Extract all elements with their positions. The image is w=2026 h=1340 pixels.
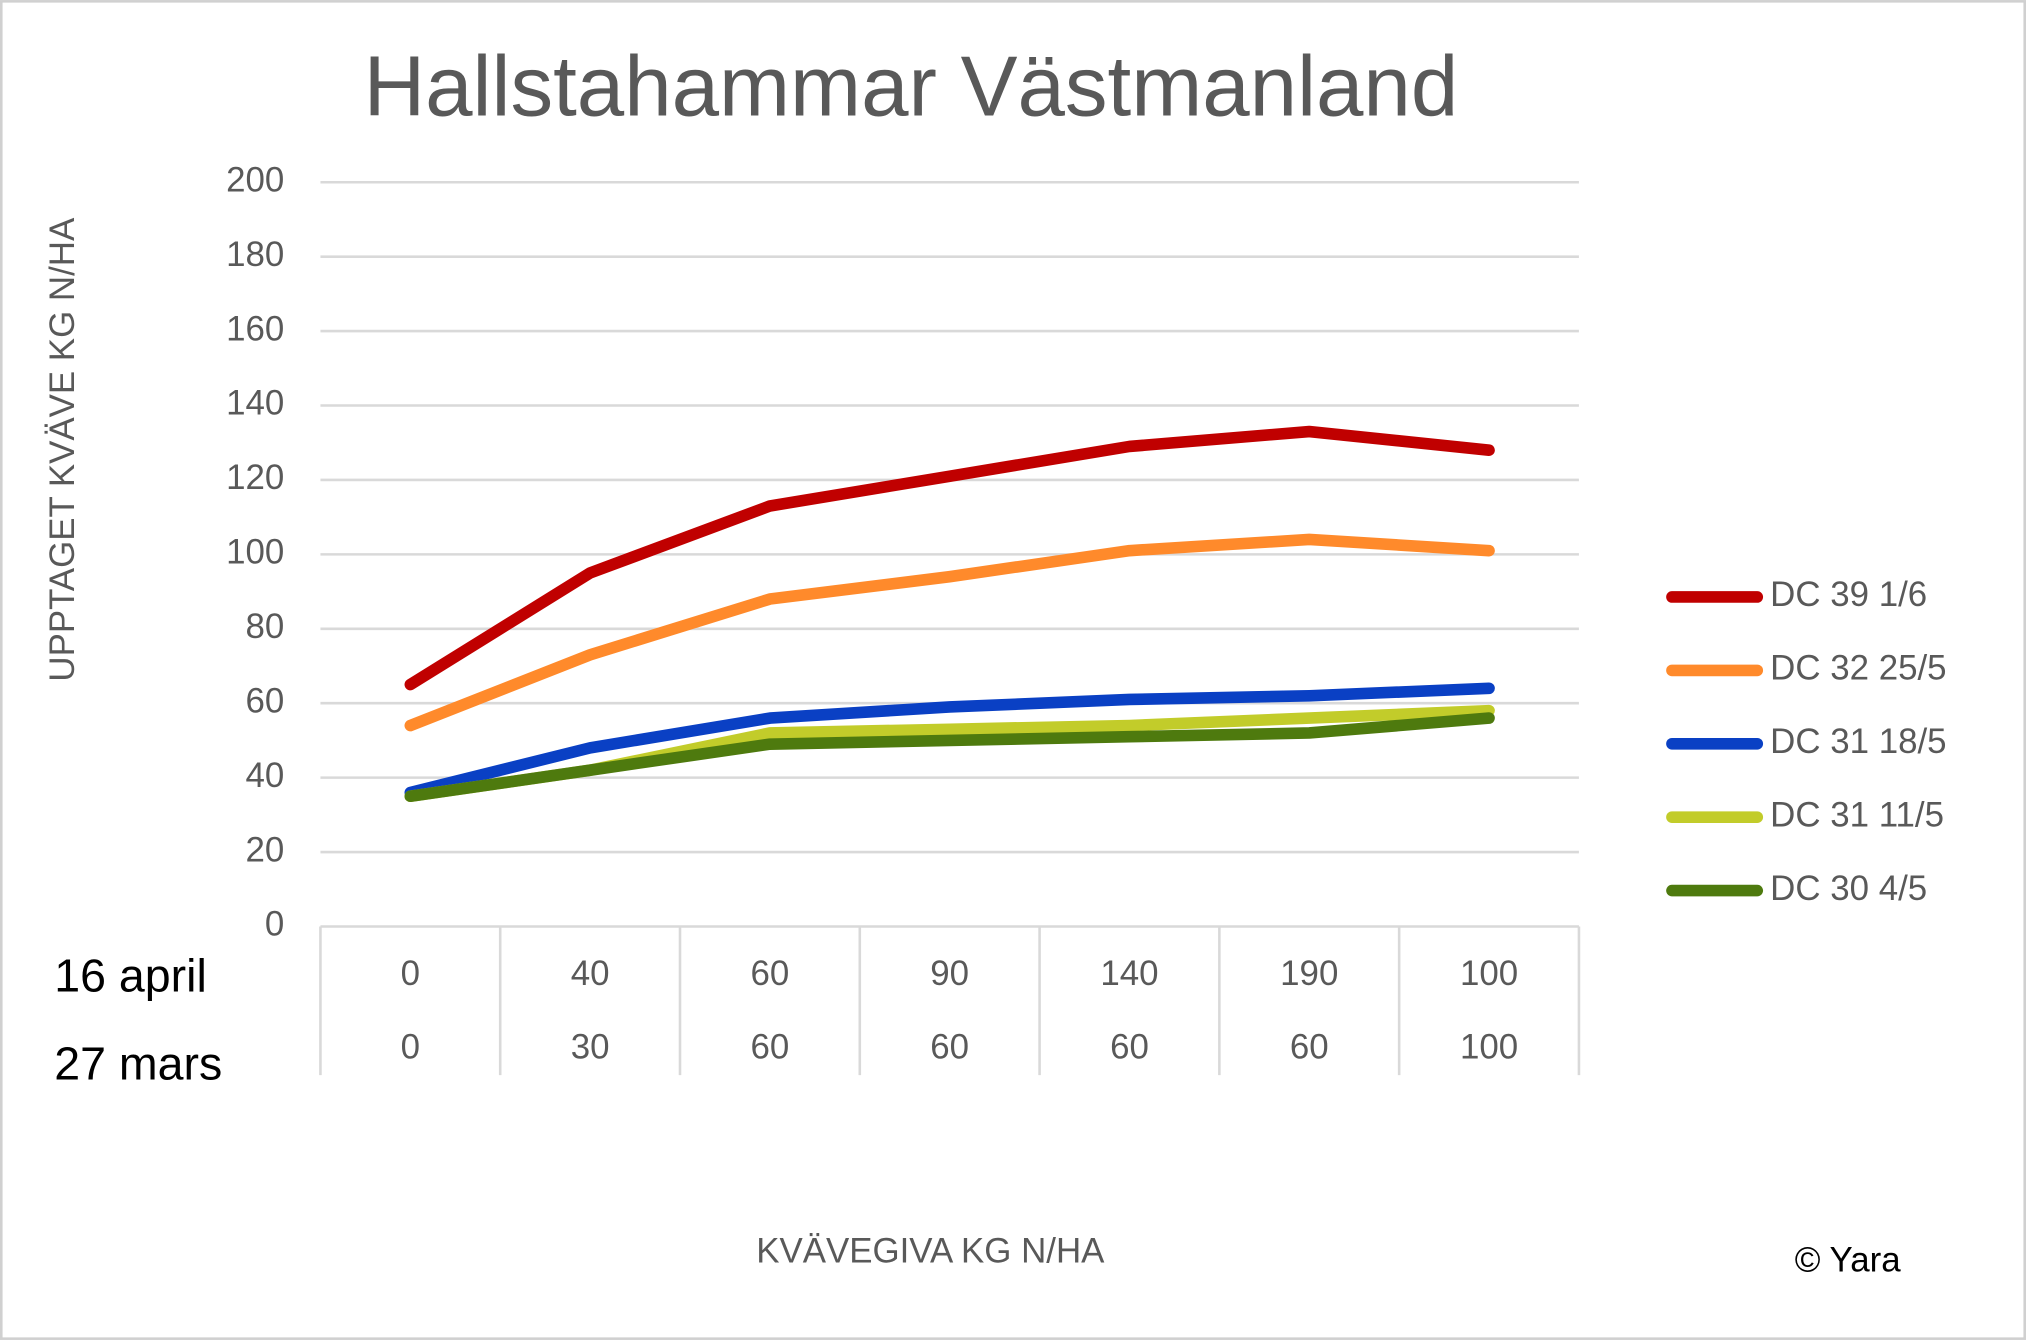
y-tick-label: 120 <box>226 458 284 497</box>
y-tick-label: 180 <box>226 235 284 274</box>
x-tick-label: 60 <box>1290 1027 1329 1066</box>
legend-label: DC 39 1/6 <box>1770 575 1927 614</box>
y-tick-label: 160 <box>226 309 284 348</box>
y-tick-label: 140 <box>226 384 284 423</box>
series-line <box>404 712 1495 803</box>
legend-label: DC 31 11/5 <box>1770 795 1944 834</box>
x-tick-label: 0 <box>401 1027 420 1066</box>
x-tick-label: 60 <box>751 954 790 993</box>
y-tick-label: 60 <box>245 681 284 720</box>
x-tick-label: 140 <box>1100 954 1158 993</box>
x-tick-label: 90 <box>930 954 969 993</box>
x-tick-label: 60 <box>1110 1027 1149 1066</box>
x-tick-label: 40 <box>571 954 610 993</box>
y-tick-label: 0 <box>265 905 284 944</box>
category-row-label: 16 april <box>54 950 207 1002</box>
x-axis-label: KVÄVEGIVA KG N/HA <box>756 1232 1105 1271</box>
x-tick-label: 60 <box>751 1027 790 1066</box>
legend-label: DC 31 18/5 <box>1770 722 1946 761</box>
y-tick-label: 80 <box>245 607 284 646</box>
legend-label: DC 30 4/5 <box>1770 869 1927 908</box>
x-tick-label: 0 <box>401 954 420 993</box>
x-tick-label: 100 <box>1460 1027 1518 1066</box>
y-tick-label: 100 <box>226 533 284 572</box>
x-tick-label: 190 <box>1280 954 1338 993</box>
series-line <box>404 533 1495 732</box>
y-tick-label: 20 <box>245 830 284 869</box>
category-row-label: 27 mars <box>54 1038 222 1090</box>
chart-title: Hallstahammar Västmanland <box>364 40 1459 135</box>
y-axis-label: UPPTAGET KVÄVE KG N/HA <box>43 217 82 682</box>
y-tick-label: 40 <box>245 756 284 795</box>
x-tick-label: 60 <box>930 1027 969 1066</box>
credit: © Yara <box>1795 1241 1901 1280</box>
legend-label: DC 32 25/5 <box>1770 649 1946 688</box>
series-line <box>404 425 1495 691</box>
y-tick-label: 200 <box>226 160 284 199</box>
x-tick-label: 100 <box>1460 954 1518 993</box>
x-tick-label: 30 <box>571 1027 610 1066</box>
series-line <box>404 682 1495 799</box>
